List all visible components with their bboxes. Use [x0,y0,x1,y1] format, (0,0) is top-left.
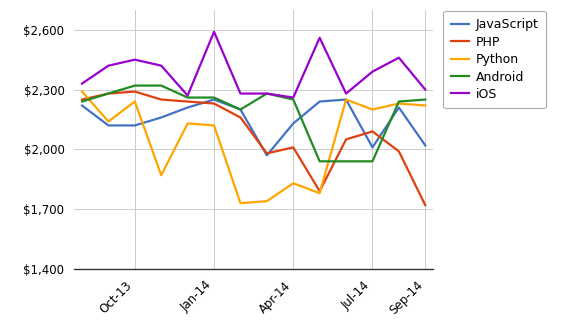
Android [316,159,323,163]
JavaScript [290,121,296,125]
PHP [396,149,402,153]
PHP [290,145,296,149]
PHP [211,102,218,106]
iOS [263,92,270,95]
Legend: JavaScript, PHP, Python, Android, iOS: JavaScript, PHP, Python, Android, iOS [443,11,546,109]
JavaScript [369,145,376,149]
PHP [79,97,86,101]
JavaScript [263,154,270,157]
Android [343,159,349,163]
Line: Android: Android [82,86,425,161]
Python [211,123,218,127]
JavaScript [158,115,165,119]
iOS [369,70,376,73]
Python [184,121,191,125]
PHP [132,90,139,93]
JavaScript [211,97,218,101]
JavaScript [343,97,349,101]
Python [316,191,323,195]
iOS [79,82,86,86]
PHP [316,189,323,193]
Python [237,201,244,205]
Android [132,84,139,88]
iOS [316,36,323,40]
Python [263,199,270,203]
iOS [211,30,218,34]
iOS [290,95,296,99]
PHP [263,152,270,155]
JavaScript [316,100,323,104]
JavaScript [105,123,112,127]
iOS [396,56,402,60]
PHP [105,92,112,95]
JavaScript [422,143,429,147]
JavaScript [184,106,191,110]
Line: PHP: PHP [82,92,425,205]
Android [158,84,165,88]
PHP [343,137,349,141]
PHP [237,115,244,119]
PHP [422,203,429,207]
Python [369,108,376,112]
iOS [343,92,349,95]
Line: Python: Python [82,92,425,203]
JavaScript [132,123,139,127]
PHP [369,130,376,133]
PHP [158,97,165,101]
iOS [237,92,244,95]
Android [263,92,270,95]
Python [422,104,429,108]
Android [211,95,218,99]
Android [184,95,191,99]
Python [105,119,112,123]
Android [396,100,402,104]
iOS [105,64,112,68]
Python [132,100,139,104]
PHP [184,100,191,104]
Android [237,108,244,112]
Line: iOS: iOS [82,32,425,97]
Android [79,100,86,104]
JavaScript [396,106,402,110]
iOS [132,58,139,62]
iOS [422,88,429,92]
Line: JavaScript: JavaScript [82,99,425,155]
Android [105,92,112,95]
JavaScript [79,104,86,108]
Android [290,97,296,101]
iOS [158,64,165,68]
Python [396,102,402,106]
Python [343,97,349,101]
Android [369,159,376,163]
Android [422,97,429,101]
iOS [184,93,191,97]
Python [158,173,165,177]
Python [290,181,296,185]
JavaScript [237,108,244,112]
Python [79,90,86,93]
